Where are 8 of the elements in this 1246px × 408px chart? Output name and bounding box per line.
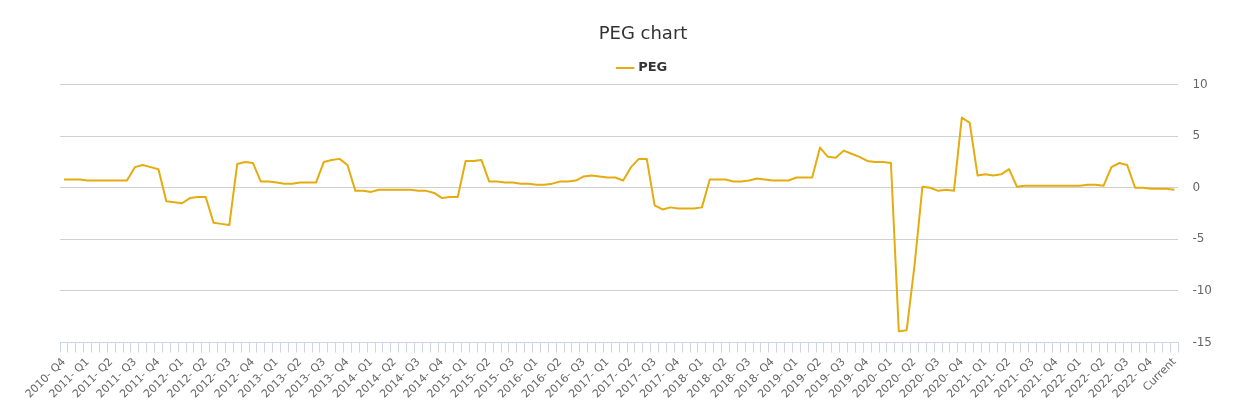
y-tick-label: -10: [1192, 283, 1213, 298]
legend-label: PEG: [638, 59, 668, 75]
chart-title: PEG chart: [598, 22, 688, 44]
y-tick-label: -15: [1192, 334, 1213, 349]
y-tick-label: 0: [1192, 179, 1201, 194]
y-tick-label: 10: [1192, 76, 1208, 91]
y-tick-label: 5: [1192, 128, 1201, 143]
y-tick-label: -5: [1192, 231, 1205, 246]
